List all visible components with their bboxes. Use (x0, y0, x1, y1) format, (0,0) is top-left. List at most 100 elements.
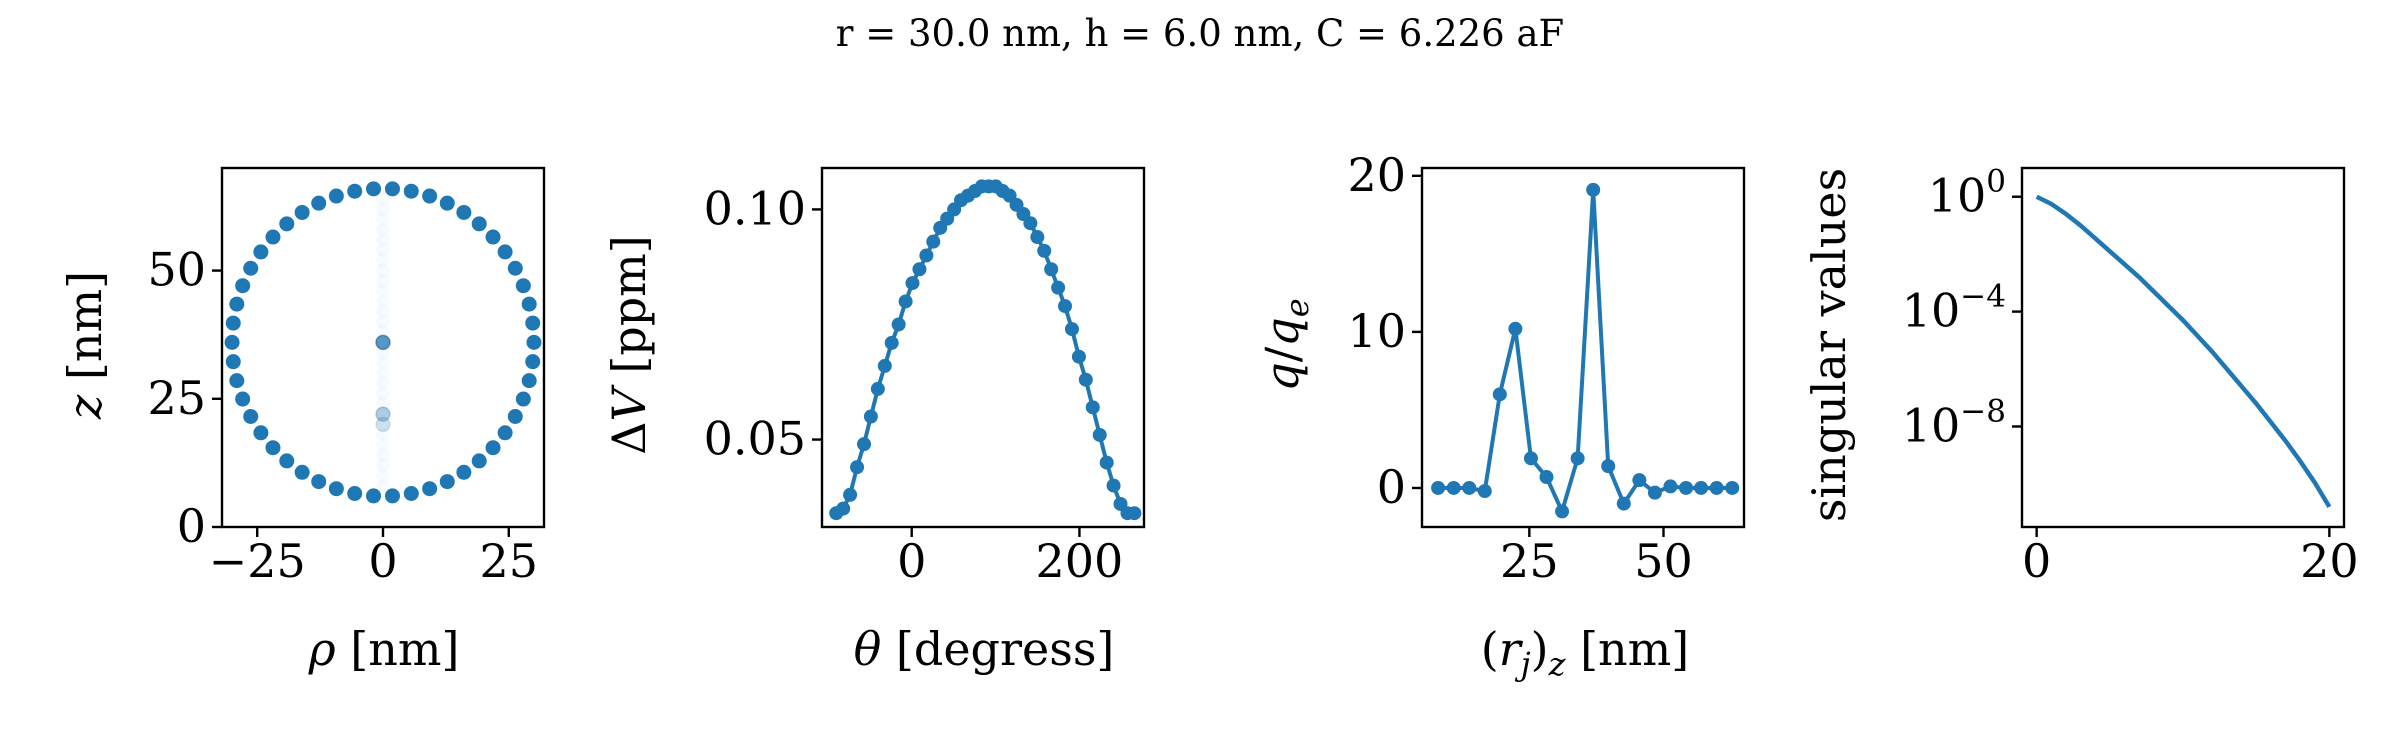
p0-point-41 (507, 260, 523, 276)
p2-point-11 (1601, 459, 1616, 474)
p1-point-36 (1078, 372, 1093, 387)
p0-point-38 (525, 315, 541, 331)
p1-point-9 (891, 317, 906, 332)
p0-point-35 (521, 373, 537, 389)
p2-point-6 (1523, 451, 1538, 466)
p1-point-34 (1064, 322, 1079, 337)
p0-point-3 (311, 195, 327, 211)
p1-point-12 (912, 262, 927, 277)
p1-point-29 (1030, 230, 1045, 245)
p0-point-47 (422, 188, 438, 204)
p0-point-13 (225, 354, 241, 370)
p1-point-14 (926, 234, 941, 249)
p1-point-2 (843, 487, 858, 502)
p0-point-33 (507, 408, 523, 424)
p3-ylabel: singular values (1802, 168, 1856, 522)
p0-point-20 (294, 464, 310, 480)
p3-xtick-label-0: 0 (2022, 534, 2051, 588)
p2-point-12 (1616, 496, 1631, 511)
p0-inner-point-2 (375, 416, 391, 433)
p1-point-39 (1099, 455, 1114, 470)
p0-point-39 (521, 296, 537, 312)
p0-ytick-label-0: 0 (177, 499, 206, 553)
p0-point-12 (224, 334, 240, 350)
p0-point-8 (243, 260, 259, 276)
p1-point-5 (863, 409, 878, 424)
p0-point-31 (485, 440, 501, 456)
p1-point-28 (1023, 216, 1038, 231)
p1-ytick-label-1: 0.10 (704, 181, 806, 235)
p2-frame (1420, 166, 1746, 529)
p0-point-37 (526, 334, 542, 350)
p1-point-43 (1127, 506, 1142, 521)
p0-xtick-label-2: 25 (480, 534, 539, 588)
p1-point-31 (1044, 262, 1059, 277)
p0-point-19 (279, 453, 295, 469)
p2-point-2 (1462, 480, 1477, 495)
p3-frame (2020, 166, 2346, 529)
p0-inner-point-1 (375, 406, 391, 422)
p2-xtick-label-0: 25 (1500, 534, 1559, 588)
p1-xtick-label-0: 0 (897, 534, 926, 588)
p0-point-29 (456, 464, 472, 480)
p1-point-8 (884, 335, 899, 350)
p2-point-5 (1508, 321, 1523, 336)
p2-point-10 (1586, 182, 1601, 197)
p1-point-38 (1092, 427, 1107, 442)
p0-inner-point-0 (375, 334, 391, 351)
p0-point-14 (229, 373, 245, 389)
p2-point-13 (1632, 473, 1647, 488)
p0-point-25 (384, 488, 400, 504)
p2-point-3 (1477, 484, 1492, 499)
p2-point-16 (1679, 480, 1694, 495)
p0-point-18 (265, 440, 281, 456)
p0-point-2 (328, 188, 344, 204)
p2-ylabel: q/qe (1255, 298, 1316, 391)
p0-ylabel: z [nm] (58, 271, 112, 420)
p0-point-48 (403, 183, 419, 199)
figure-title: r = 30.0 nm, h = 6.0 nm, C = 6.226 aF (836, 12, 1564, 55)
p0-point-10 (229, 296, 245, 312)
p1-point-37 (1085, 400, 1100, 415)
p2-point-17 (1694, 480, 1709, 495)
p0-xlabel: ρ [nm] (308, 622, 460, 676)
p1-frame (820, 166, 1146, 529)
p3-ytick-label-2: 10−8 (1902, 393, 2006, 452)
p0-point-15 (235, 391, 251, 407)
p0-point-46 (439, 195, 455, 211)
p1-point-7 (877, 358, 892, 373)
p0-point-45 (456, 204, 472, 220)
p2-ytick-label-2: 20 (1347, 148, 1406, 202)
p2-point-14 (1647, 485, 1662, 500)
p1-point-10 (898, 294, 913, 309)
p0-point-43 (485, 229, 501, 245)
p3-ytick-label-1: 10−4 (1902, 279, 2006, 338)
p0-point-4 (294, 204, 310, 220)
p0-point-0 (366, 181, 382, 197)
p0-point-11 (225, 315, 241, 331)
p1-point-35 (1071, 349, 1086, 364)
p2-point-7 (1539, 470, 1554, 485)
p2-point-9 (1570, 451, 1585, 466)
p1-point-4 (857, 437, 872, 452)
p0-point-7 (253, 244, 269, 260)
p0-point-28 (439, 474, 455, 490)
p0-point-34 (515, 391, 531, 407)
p2-point-18 (1709, 480, 1724, 495)
p1-point-32 (1051, 280, 1066, 295)
panel-charges: 25 50 0 10 20 (1347, 148, 1746, 588)
p1-ylabel: ΔV [ppm] (602, 235, 656, 455)
p1-point-1 (836, 501, 851, 516)
p2-point-15 (1663, 479, 1678, 494)
p0-point-44 (471, 216, 487, 232)
p1-point-3 (850, 460, 865, 475)
p1-ytick-label-0: 0.05 (704, 412, 806, 466)
p0-point-24 (366, 488, 382, 504)
panel-potential: 0 200 0.05 0.10 (704, 166, 1146, 588)
p0-point-26 (403, 486, 419, 502)
p0-point-5 (279, 216, 295, 232)
p2-point-19 (1725, 480, 1740, 495)
p0-point-32 (497, 425, 513, 441)
